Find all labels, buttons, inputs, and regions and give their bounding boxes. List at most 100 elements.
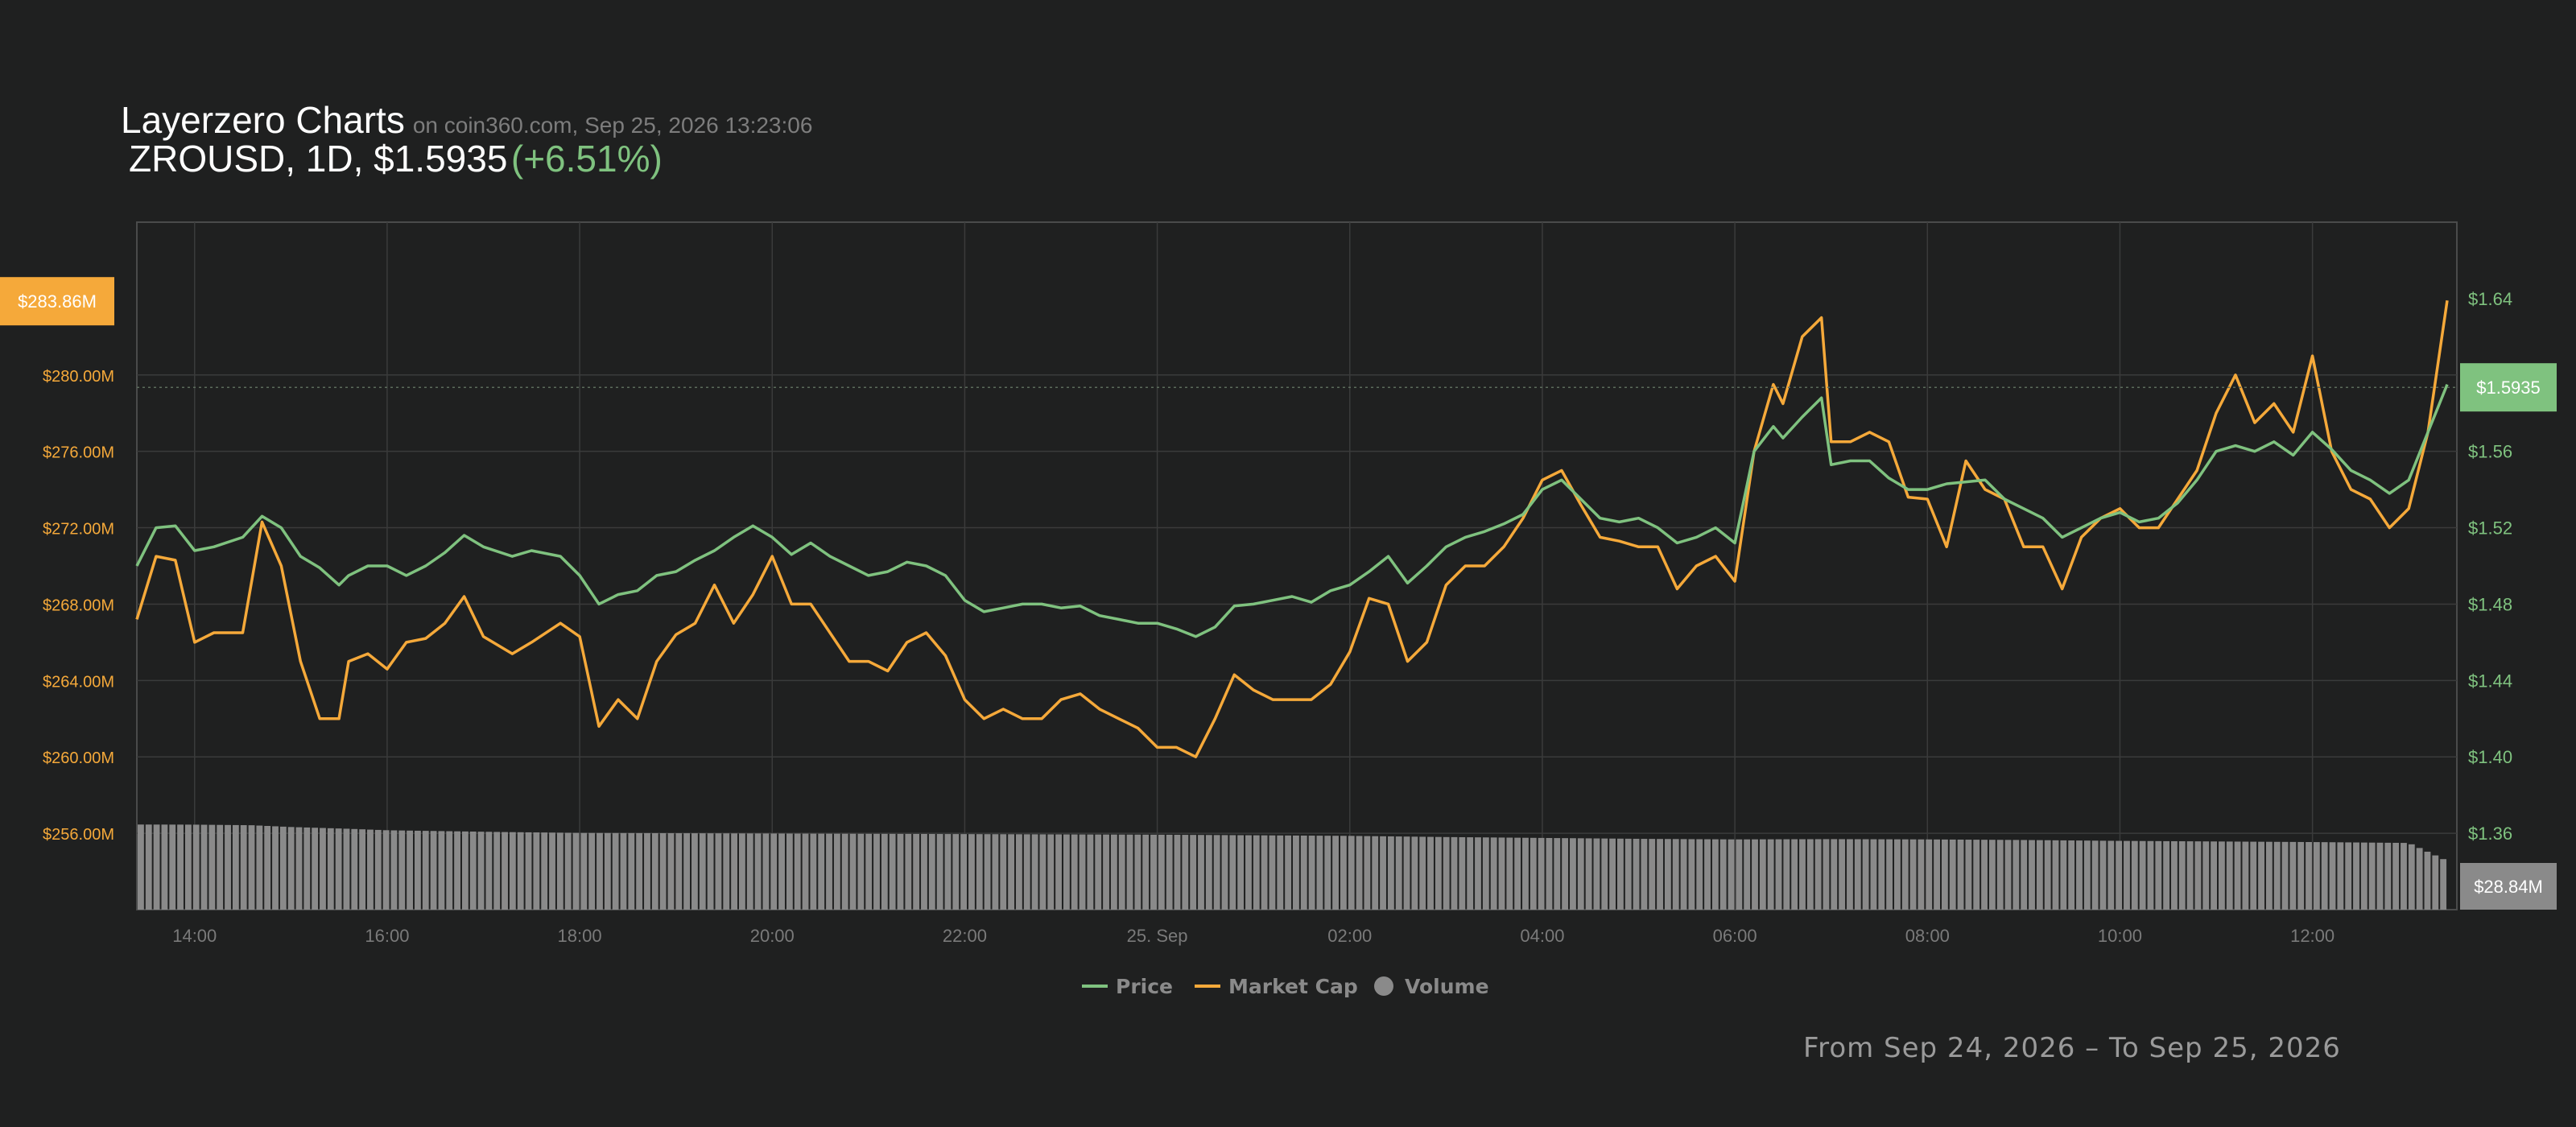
volume-bar [2313, 842, 2320, 910]
volume-bar [509, 832, 516, 910]
volume-bar [1348, 836, 1355, 910]
right-tick-label: $1.52 [2468, 518, 2512, 539]
volume-bar [1957, 839, 1964, 910]
volume-bar [1728, 839, 1735, 910]
volume-bar [1205, 835, 1212, 910]
volume-bar [2099, 840, 2107, 910]
volume-bar [778, 833, 785, 910]
volume-bar [1467, 837, 1474, 910]
volume-bar [1664, 839, 1671, 910]
volume-bar [415, 830, 421, 910]
volume-bar [968, 834, 975, 910]
chart-title-block: Layerzero Charts on coin360.com, Sep 25, … [121, 101, 812, 177]
volume-bar [2076, 840, 2083, 910]
volume-bar [580, 832, 588, 910]
volume-bar [1949, 839, 1956, 910]
volume-bar [2289, 841, 2297, 910]
volume-bar [1546, 837, 1553, 910]
volume-bar [272, 826, 279, 910]
volume-bar [2163, 840, 2170, 910]
volume-bar [2029, 840, 2035, 910]
volume-bar [628, 832, 635, 910]
volume-bar [1356, 836, 1363, 910]
left-tick-label: $276.00M [43, 444, 114, 462]
volume-bar [2052, 840, 2059, 910]
volume-bar [564, 832, 572, 910]
volume-bar [1174, 835, 1181, 910]
volume-bar [1277, 835, 1284, 910]
volume-bar [1427, 836, 1434, 910]
volume-bar [1364, 836, 1371, 910]
volume-bar [1118, 834, 1125, 910]
volume-bar [422, 831, 429, 910]
volume-bar [2345, 842, 2352, 910]
volume-bar [1522, 837, 1529, 910]
volume-bar [1419, 836, 1426, 910]
legend-market-cap-label: Market Cap [1228, 975, 1358, 998]
volume-bar [691, 833, 698, 910]
volume-bar [588, 832, 596, 910]
x-tick-label: 18:00 [558, 926, 602, 946]
volume-bar [1624, 838, 1632, 910]
volume-bar [1403, 836, 1410, 910]
x-tick-label: 20:00 [750, 926, 795, 946]
volume-bar [2004, 840, 2012, 910]
volume-bar [485, 832, 493, 910]
volume-bar [1126, 834, 1133, 910]
volume-bar [1000, 834, 1007, 910]
volume-bar [2281, 841, 2289, 910]
volume-bar [2265, 841, 2273, 910]
volume-bar [731, 833, 737, 910]
volume-bar [1198, 835, 1204, 910]
volume-bar [2202, 841, 2210, 910]
volume-bar [1988, 840, 1996, 910]
volume-bar [1736, 839, 1743, 910]
volume-bar [2116, 840, 2123, 910]
volume-bar [477, 832, 485, 910]
volume-bar [1190, 835, 1197, 910]
volume-bar [549, 832, 555, 910]
volume-bar [184, 824, 192, 910]
volume-bar [738, 833, 745, 910]
volume-bar [746, 833, 753, 910]
volume-bar [469, 832, 477, 910]
volume-bar [936, 834, 943, 910]
volume-bar [802, 833, 809, 910]
volume-bar [1909, 839, 1917, 910]
volume-bar [1451, 836, 1458, 910]
volume-bar [343, 828, 350, 910]
volume-bar [1498, 837, 1505, 910]
left-tick-label: $268.00M [43, 597, 114, 614]
volume-bar [327, 828, 334, 910]
volume-bar [2219, 841, 2225, 910]
volume-bar [889, 833, 896, 910]
volume-bar [1063, 834, 1070, 910]
volume-bar [461, 831, 469, 910]
volume-bar [359, 829, 366, 910]
volume-bar [1981, 840, 1988, 910]
volume-bar [493, 832, 501, 910]
volume-bar [597, 832, 603, 910]
volume-bar [770, 833, 778, 910]
volume-bar [264, 825, 271, 910]
volume-bar [2211, 841, 2218, 910]
volume-bar [517, 832, 524, 910]
volume-bar [644, 832, 650, 910]
volume-bar [1182, 835, 1189, 910]
volume-bar [225, 824, 231, 910]
volume-bar [169, 824, 176, 910]
volume-bar [2131, 840, 2138, 910]
volume-bar [256, 825, 263, 910]
volume-bar [1711, 839, 1719, 910]
volume-bar [849, 833, 857, 910]
volume-bar [1055, 834, 1062, 910]
left-tick-label: $272.00M [43, 521, 114, 539]
volume-bar [1696, 839, 1703, 910]
volume-bar [2440, 859, 2447, 910]
volume-bar [651, 832, 658, 910]
volume-bar [2091, 840, 2099, 910]
volume-bar [177, 824, 184, 910]
volume-bar [312, 828, 319, 910]
volume-bar [430, 831, 437, 910]
volume-bar [1672, 839, 1679, 910]
